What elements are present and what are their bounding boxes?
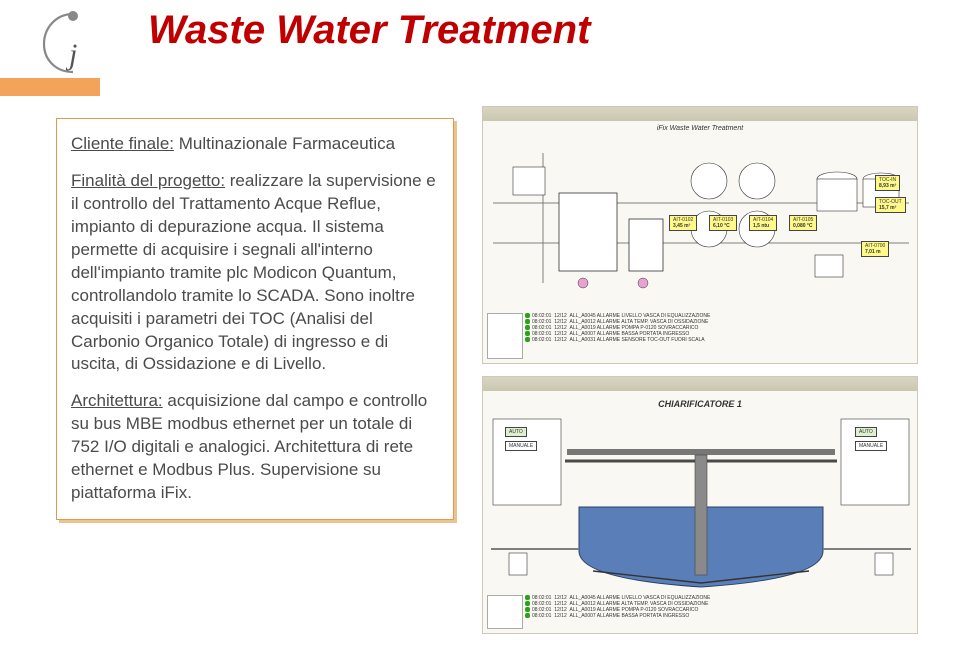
plant-schematic-svg: [483, 133, 918, 309]
auto-button-right: AUTO: [855, 427, 877, 437]
scada-screenshot-clarifier: CHIARIFICATORE 1 AUTO MANUALE AUTO MANUA…: [482, 376, 918, 634]
manual-button-right: MANUALE: [855, 441, 887, 451]
tag-ait-0103: AIT-01036,10 °C: [709, 215, 737, 231]
tag-ait-0104: AIT-01041,5 ntu: [749, 215, 777, 231]
description-box: Cliente finale: Multinazionale Farmaceut…: [56, 118, 454, 520]
screenshot-2-title: CHIARIFICATORE 1: [483, 399, 917, 409]
client-value: Multinazionale Farmaceutica: [174, 134, 395, 153]
clarifier-svg: [483, 411, 918, 591]
alarm-legend-box: [487, 313, 523, 359]
page-title: Waste Water Treatment: [148, 8, 590, 53]
tag-toc-in: TOC-IN8,93 m³: [875, 175, 900, 191]
tag-toc-out: TOC-OUT15,7 m³: [875, 197, 906, 213]
architecture-label: Architettura:: [71, 391, 163, 410]
auto-button-left: AUTO: [505, 427, 527, 437]
alarm-table: 08:02:01 12/12 ALL_A0045 ALLARME LIVELLO…: [525, 313, 909, 343]
alarm-legend-box-2: [487, 595, 523, 629]
company-logo: j: [38, 8, 108, 78]
manual-button-left: MANUALE: [505, 441, 537, 451]
client-label: Cliente finale:: [71, 134, 174, 153]
screenshot-menubar: [483, 107, 917, 121]
tag-ait-0105: AIT-01050,080 °C: [789, 215, 817, 231]
accent-bar: [0, 78, 100, 96]
svg-text:j: j: [65, 38, 77, 71]
screenshot-menubar-2: [483, 377, 917, 391]
alarm-row: 08:02:01 12/12 ALL_A0007 ALLARME BASSA P…: [525, 613, 909, 619]
architecture-paragraph: Architettura: acquisizione dal campo e c…: [71, 390, 439, 505]
client-paragraph: Cliente finale: Multinazionale Farmaceut…: [71, 133, 439, 156]
alarm-row: 08:02:01 12/12 ALL_A0031 ALLARME SENSORE…: [525, 337, 909, 343]
purpose-label: Finalità del progetto:: [71, 171, 225, 190]
scada-screenshot-overview: iFix Waste Water Treatment AIT-01023,45 …: [482, 106, 918, 364]
alarm-table-2: 08:02:01 12/12 ALL_A0045 ALLARME LIVELLO…: [525, 595, 909, 619]
purpose-text: realizzare la supervisione e il controll…: [71, 171, 436, 374]
tag-ait-0102: AIT-01023,45 m³: [669, 215, 697, 231]
screenshot-title: iFix Waste Water Treatment: [483, 125, 917, 132]
purpose-paragraph: Finalità del progetto: realizzare la sup…: [71, 170, 439, 376]
tag-ait-0700: AIT-07007,01 m: [861, 241, 889, 257]
